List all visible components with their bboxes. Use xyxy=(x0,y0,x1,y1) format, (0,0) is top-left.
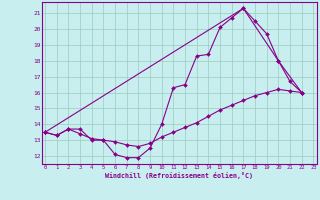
X-axis label: Windchill (Refroidissement éolien,°C): Windchill (Refroidissement éolien,°C) xyxy=(105,172,253,179)
